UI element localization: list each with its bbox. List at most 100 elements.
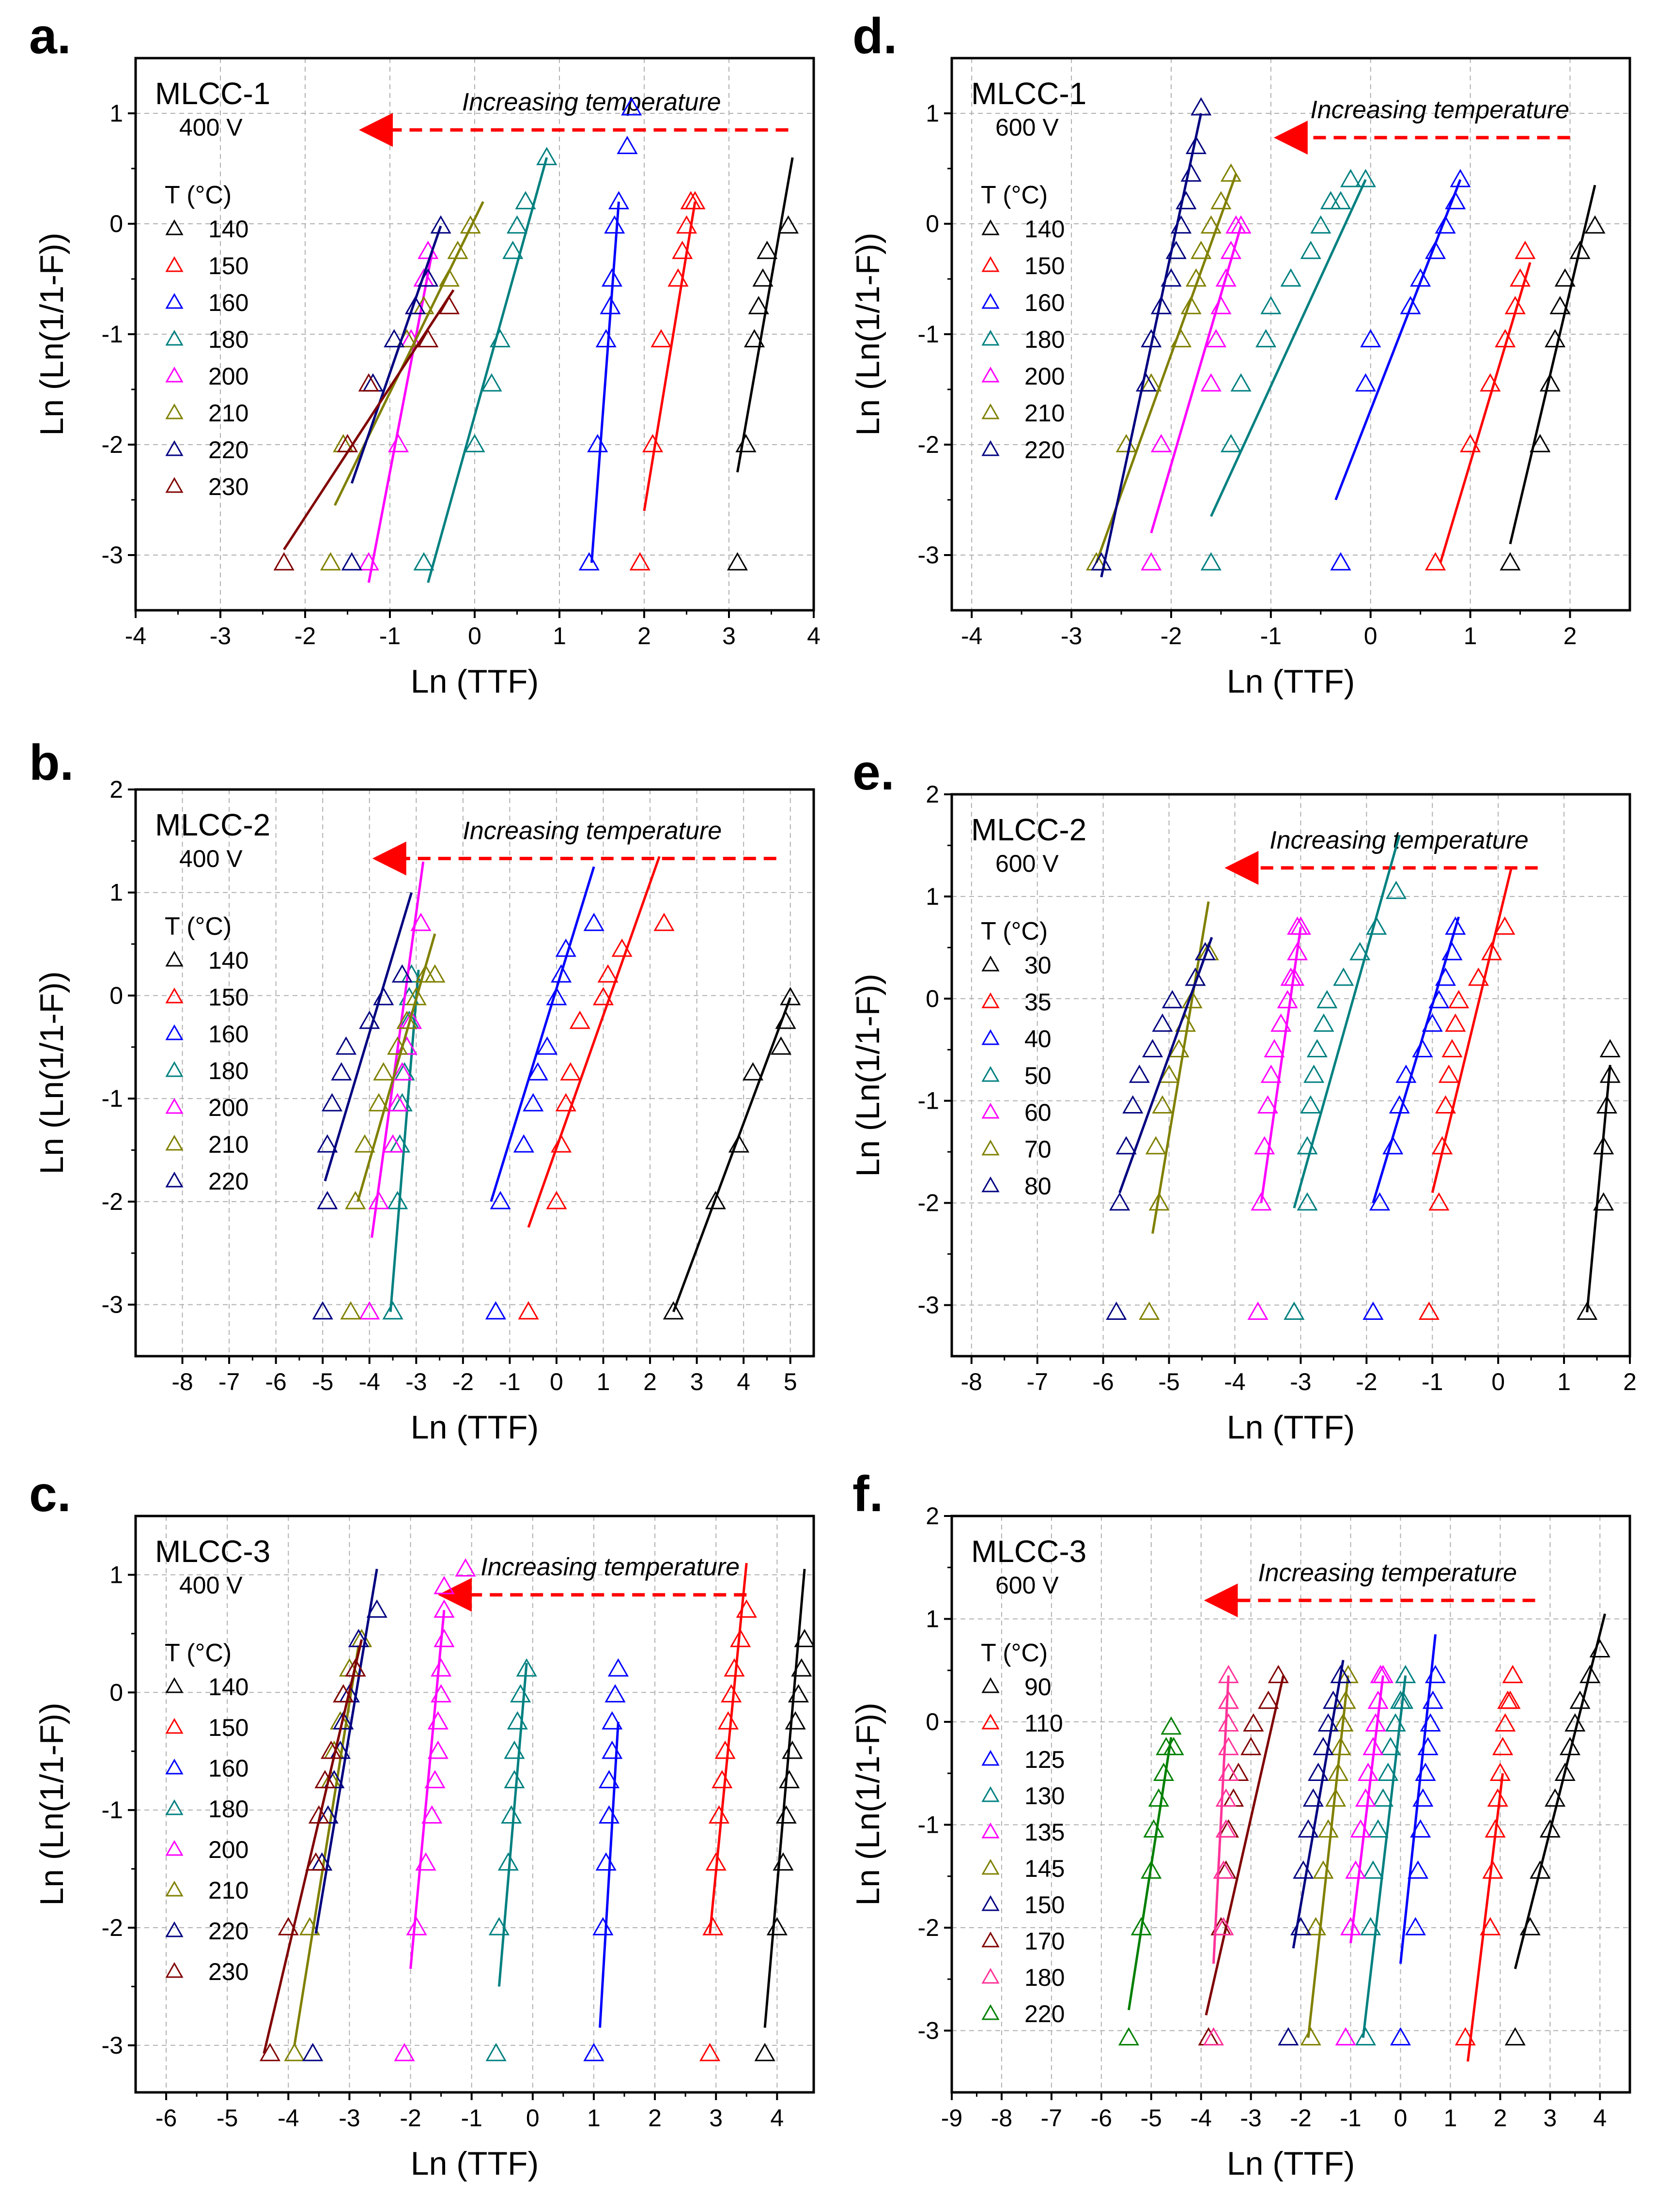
y-tick-label: 2 — [109, 776, 123, 803]
data-point — [595, 1852, 617, 1871]
x-tick-label: 2 — [648, 2104, 662, 2132]
data-point — [359, 1301, 380, 1320]
data-point — [1303, 1064, 1325, 1083]
data-point — [1316, 990, 1338, 1008]
series-200 — [394, 1558, 476, 2061]
data-point — [598, 1805, 620, 1824]
series-140 — [727, 157, 799, 571]
x-tick-label: -6 — [1091, 2104, 1112, 2132]
legend-title: T (°C) — [981, 917, 1048, 945]
data-point — [321, 1093, 343, 1112]
data-layer — [273, 97, 799, 583]
data-point — [1332, 1713, 1354, 1732]
data-point — [1268, 1665, 1289, 1684]
legend-label: 220 — [1024, 436, 1065, 464]
legend-marker — [165, 440, 184, 456]
data-point — [1152, 1095, 1173, 1114]
data-point — [702, 1917, 724, 1935]
data-point — [1135, 373, 1157, 392]
data-point — [335, 1036, 357, 1055]
x-tick-label: -2 — [1161, 622, 1182, 650]
data-point — [1412, 1039, 1433, 1058]
annotation: Increasing temperature — [1258, 1559, 1517, 1587]
data-point — [1485, 1819, 1506, 1838]
data-point — [1349, 942, 1371, 960]
data-point — [312, 1301, 333, 1320]
data-point — [506, 215, 528, 234]
fit-line — [263, 1639, 363, 2054]
data-point — [1554, 268, 1576, 287]
voltage-label: 400 V — [179, 114, 243, 141]
data-point — [1305, 1917, 1327, 1935]
x-tick-label: -4 — [961, 622, 982, 650]
data-point — [1163, 1737, 1184, 1755]
fit-line — [356, 933, 436, 1202]
y-tick-label: -3 — [102, 2032, 123, 2059]
legend-label: 160 — [1024, 289, 1065, 316]
annotation: Increasing temperature — [463, 817, 722, 845]
data-point — [497, 1852, 519, 1871]
data-point — [1422, 1690, 1443, 1709]
legend-marker — [981, 992, 1000, 1008]
series-35 — [1418, 867, 1516, 1320]
data-point — [515, 191, 536, 210]
fit-line — [1151, 901, 1210, 1234]
data-point — [653, 913, 675, 931]
data-point — [1122, 1095, 1144, 1114]
data-point — [481, 373, 502, 392]
series-220 — [341, 215, 451, 571]
device-label: MLCC-1 — [971, 76, 1086, 111]
data-point — [308, 1805, 329, 1824]
legend-marker — [165, 1758, 184, 1775]
data-point — [1432, 1136, 1453, 1155]
data-point — [597, 964, 619, 983]
data-point — [1200, 373, 1222, 392]
fit-line — [643, 201, 697, 511]
data-point — [1150, 295, 1172, 314]
legend-label: 140 — [208, 1673, 248, 1701]
data-point — [1200, 552, 1222, 571]
x-tick-label: -2 — [1356, 1368, 1377, 1395]
data-point — [1148, 1788, 1169, 1807]
legend-marker — [981, 2004, 1000, 2020]
data-point — [1335, 1690, 1356, 1709]
y-tick-label: 1 — [109, 100, 123, 127]
data-point — [431, 1658, 452, 1677]
data-point — [366, 1599, 387, 1618]
legend-marker — [981, 329, 1000, 346]
series-125 — [1390, 1634, 1446, 2046]
data-point — [778, 1770, 800, 1789]
data-point — [424, 1770, 446, 1789]
data-point — [1369, 1192, 1391, 1211]
series-145 — [1300, 1665, 1359, 2046]
data-point — [1428, 1192, 1450, 1211]
data-point — [569, 1010, 590, 1029]
data-point — [1362, 1860, 1384, 1879]
y-tick-label: -3 — [918, 1292, 939, 1319]
fit-line — [324, 892, 413, 1182]
data-point — [1168, 1039, 1190, 1058]
x-tick-label: 4 — [770, 2104, 784, 2132]
data-point — [1129, 1064, 1150, 1083]
data-point — [780, 987, 801, 1005]
x-tick-label: 1 — [1444, 2104, 1457, 2132]
legend-marker — [165, 1962, 184, 1978]
x-tick-label: -8 — [961, 1368, 982, 1395]
data-point — [1106, 1301, 1127, 1320]
data-point — [560, 1062, 581, 1081]
voltage-label: 400 V — [179, 845, 243, 872]
data-point — [513, 1134, 534, 1153]
legend-label: 150 — [1024, 1891, 1065, 1918]
panel-c: c. -6 -5 -4 -3 -2 -1 0 1 2 3 4 -3 -2 -1 0 1 Ln (TTF) Ln (L… — [29, 1466, 815, 2182]
series-160 — [485, 866, 604, 1320]
data-point — [382, 1134, 403, 1153]
x-tick-label: -3 — [210, 622, 231, 650]
annotation: Increasing temperature — [1310, 96, 1569, 124]
data-point — [1141, 329, 1162, 348]
voltage-label: 600 V — [995, 850, 1059, 877]
data-point — [1185, 967, 1206, 986]
y-axis-label: Ln (Ln(1/1-F)) — [33, 971, 70, 1174]
data-point — [523, 1093, 544, 1112]
legend: T (°C) 90 110 125 130 135 145 150 170 180 220 — [981, 1639, 1065, 2027]
y-tick-label: 1 — [109, 879, 123, 906]
